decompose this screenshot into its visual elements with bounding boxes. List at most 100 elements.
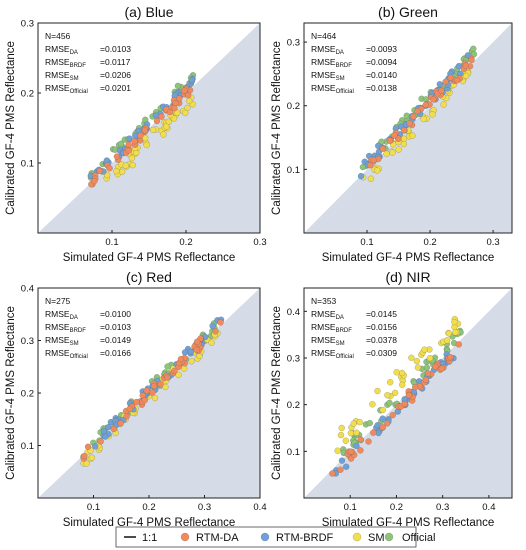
scatter-point — [389, 411, 396, 419]
scatter-point — [411, 383, 419, 391]
scatter-point — [438, 87, 445, 95]
y-tick-label: 0.1 — [287, 447, 300, 458]
scatter-point — [356, 418, 363, 426]
y-tick-label: 0.4 — [287, 307, 300, 318]
scatter-point — [188, 357, 195, 365]
scatter-point — [106, 164, 113, 172]
stat-text: RMSEDA =0.0093 — [311, 44, 397, 56]
scatter-point — [379, 145, 387, 153]
chart-title: (a) Blue — [124, 4, 173, 20]
scatter-point — [400, 140, 408, 148]
scatter-point — [347, 448, 355, 455]
scatter-point — [160, 131, 167, 138]
scatter-point — [337, 431, 345, 439]
scatter-point — [424, 370, 432, 377]
scatter-point — [126, 135, 133, 142]
scatter-point — [193, 346, 200, 354]
scatter-point — [398, 381, 406, 389]
scatter-point — [137, 132, 144, 139]
x-tick-label: 0.3 — [486, 237, 499, 248]
scatter-point — [125, 141, 132, 148]
scatter-point — [389, 149, 396, 156]
scatter-point — [113, 167, 120, 175]
scatter-point — [123, 413, 130, 420]
chart-panel: (b) Green 0.1 0.2 0.3 0.1 0.2 0.3 Simulated GF-… — [271, 4, 513, 264]
scatter-point — [379, 424, 386, 431]
scatter-point — [150, 382, 158, 390]
scatter-point — [453, 77, 461, 84]
scatter-point — [373, 167, 381, 174]
legend-label: Official — [402, 532, 435, 544]
x-tick-label: 0.2 — [179, 237, 192, 248]
scatter-point — [100, 427, 108, 435]
x-tick-label: 0.2 — [423, 237, 436, 248]
y-axis-label: Calibrated GF-4 PMS Reflectance — [271, 41, 283, 215]
scatter-point — [110, 425, 117, 433]
y-tick-label: 0.3 — [21, 336, 34, 347]
scatter-point — [366, 419, 374, 427]
scatter-point — [141, 127, 149, 134]
scatter-point — [353, 442, 360, 450]
scatter-point — [445, 330, 453, 337]
stat-text: RMSESM =0.0149 — [45, 335, 131, 347]
stat-text: N=353 — [311, 296, 337, 306]
scatter-point — [149, 126, 157, 134]
scatter-point — [164, 363, 171, 370]
scatter-point — [410, 113, 417, 120]
x-tick-label: 0.1 — [360, 237, 373, 248]
scatter-point — [462, 72, 470, 80]
scatter-point — [162, 123, 170, 130]
legend-dot-marker — [384, 532, 394, 542]
scatter-point — [383, 150, 390, 158]
scatter-point — [122, 162, 130, 169]
plot-frame — [303, 22, 513, 234]
scatter-point — [386, 379, 394, 386]
scatter-point — [413, 357, 421, 365]
stat-text: RMSEOfficial =0.0309 — [311, 348, 397, 360]
scatter-point — [374, 387, 381, 395]
scatter-point — [88, 454, 96, 461]
stat-text: RMSEOfficial =0.0201 — [45, 83, 131, 95]
x-axis-label: Simulated GF-4 PMS Reflectance — [322, 517, 495, 529]
stat-text: RMSEDA =0.0145 — [311, 309, 397, 321]
scatter-point — [470, 45, 477, 53]
x-tick-label: 0.3 — [436, 502, 449, 513]
scatter-point — [143, 141, 150, 149]
y-axis-label: Calibrated GF-4 PMS Reflectance — [5, 306, 17, 480]
scatter-point — [431, 363, 439, 371]
scatter-point — [357, 172, 365, 180]
scatter-point — [383, 420, 391, 427]
y-tick-label: 0.1 — [21, 441, 34, 452]
chart-panel: (c) Red 0.1 0.2 0.3 0.4 0.1 0.2 0.3 0.4 Simulated… — [5, 269, 267, 529]
scatter-point — [91, 177, 98, 185]
scatter-point — [128, 154, 136, 162]
scatter-point — [414, 364, 422, 371]
scatter-point — [426, 354, 434, 362]
legend-dot-marker — [180, 532, 190, 542]
x-tick-label: 0.3 — [253, 237, 266, 248]
scatter-point — [468, 56, 475, 64]
scatter-point — [96, 167, 103, 175]
chart-title: (c) Red — [126, 269, 172, 285]
scatter-point — [131, 137, 138, 145]
x-axis-label: Simulated GF-4 PMS Reflectance — [63, 517, 236, 529]
scatter-point — [125, 147, 133, 154]
scatter-point — [447, 353, 454, 361]
stat-text: RMSEBRDF =0.0156 — [311, 322, 397, 334]
scatter-point — [370, 429, 377, 436]
scatter-point — [187, 348, 195, 356]
scatter-point — [370, 156, 377, 164]
stat-text: RMSEDA =0.0100 — [45, 309, 131, 321]
y-tick-label: 0.2 — [21, 389, 34, 400]
stat-text: N=464 — [311, 31, 337, 41]
scatter-point — [83, 460, 90, 467]
legend-dot-marker — [352, 532, 362, 542]
scatter-point — [162, 383, 169, 391]
scatter-point — [185, 97, 193, 105]
scatter-point — [117, 140, 125, 148]
scatter-point — [113, 153, 121, 160]
y-tick-label: 0.1 — [287, 165, 300, 176]
scatter-point — [421, 346, 428, 353]
y-axis-label: Calibrated GF-4 PMS Reflectance — [271, 306, 283, 480]
